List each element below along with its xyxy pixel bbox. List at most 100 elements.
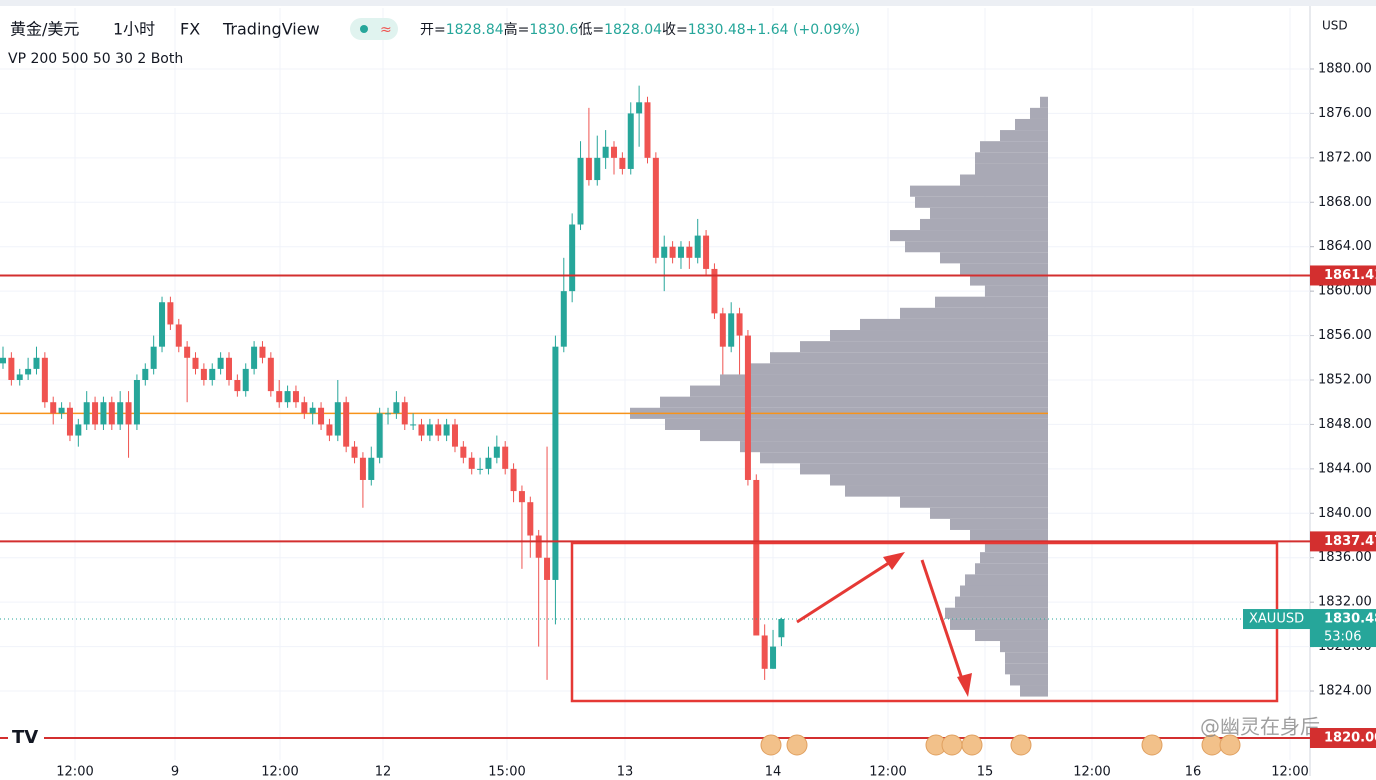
profile-bar — [1015, 118, 1048, 131]
candle-body — [267, 357, 274, 392]
y-tick-label: 1868.00 — [1318, 195, 1372, 210]
profile-bar — [1020, 685, 1048, 697]
candle-body — [167, 302, 174, 325]
candle-body — [309, 407, 316, 414]
profile-bar — [800, 341, 1048, 353]
candle-body — [753, 479, 760, 636]
x-tick-label: 12:00 — [261, 765, 298, 777]
profile-bar — [830, 474, 1048, 486]
candle-body — [117, 402, 124, 425]
profile-bar — [1040, 96, 1048, 108]
candle-body — [636, 102, 643, 114]
profile-bar — [930, 507, 1048, 519]
candle-body — [594, 157, 601, 181]
ohlc-value: 1828.84 — [446, 22, 504, 38]
level-tag — [1310, 531, 1376, 552]
candle-body — [585, 157, 592, 181]
candle-body — [535, 535, 542, 558]
profile-bar — [770, 352, 1048, 364]
candle-body — [150, 346, 157, 369]
ohlc-value: 1830.48 — [688, 22, 746, 38]
profile-bar — [975, 629, 1048, 642]
candle-body — [217, 357, 224, 369]
candle-body — [527, 502, 534, 536]
ohlc-key: 高= — [504, 21, 530, 38]
candle-body — [41, 357, 48, 403]
symbol-label: XAUUSD — [1249, 612, 1304, 627]
currency[interactable]: USD — [1322, 19, 1348, 33]
candle-body — [552, 346, 559, 580]
profile-bar — [985, 541, 1048, 553]
candle-body — [100, 402, 107, 425]
candle-body — [686, 246, 693, 258]
candle-body — [460, 446, 467, 458]
candle-body — [560, 291, 567, 347]
interval: 1小时 — [113, 20, 155, 39]
candle-body — [544, 557, 551, 580]
candle-body — [694, 235, 701, 258]
candle-body — [343, 402, 350, 447]
candle-body — [276, 391, 283, 403]
candle-body — [711, 268, 718, 314]
profile-bar — [940, 252, 1048, 264]
y-tick-label: 1872.00 — [1318, 150, 1372, 165]
profile-bar — [890, 230, 1048, 242]
candle-body — [477, 468, 484, 470]
plot — [0, 8, 1310, 760]
x-tick-label: 15 — [977, 765, 994, 777]
profile-bar — [1005, 663, 1048, 675]
profile-bar — [970, 529, 1048, 542]
candle-body — [627, 113, 634, 169]
candle-body — [359, 457, 366, 480]
x-tick-label: 15:00 — [488, 765, 525, 777]
ohlc-value: 1830.6 — [529, 22, 578, 38]
profile-bar — [935, 296, 1048, 308]
candle-body — [50, 402, 57, 414]
y-tick-label: 1852.00 — [1318, 373, 1372, 388]
candle-body — [242, 368, 249, 392]
candle-body — [334, 402, 341, 436]
x-tick-label: 16 — [1185, 765, 1202, 777]
candle-body — [611, 146, 618, 158]
candle-body — [192, 357, 199, 369]
candle-body — [736, 313, 743, 336]
profile-bar — [1000, 641, 1048, 653]
candle-body — [200, 368, 207, 381]
profile-bar — [955, 596, 1048, 608]
y-tick-label: 1832.00 — [1318, 595, 1372, 610]
candle-body — [25, 368, 32, 375]
candle-body — [744, 335, 751, 480]
x-tick-label: 12:00 — [56, 765, 93, 777]
candle-body — [510, 468, 517, 492]
profile-bar — [980, 141, 1048, 153]
ohlc-line: 开=1828.84高=1830.6低=1828.04收=1830.48+1.64… — [420, 21, 860, 38]
profile-bar — [660, 396, 1048, 408]
candle-body — [669, 246, 676, 258]
x-tick-label: 12:00 — [1073, 765, 1110, 777]
candle-body — [209, 368, 216, 381]
candle-body — [0, 357, 6, 364]
ohlc-key: 收= — [662, 22, 688, 38]
candle-body — [351, 446, 358, 458]
candle-body — [644, 102, 651, 158]
status-dot — [360, 25, 368, 33]
candle-body — [719, 313, 726, 347]
status-badge[interactable] — [350, 18, 398, 40]
profile-bar — [920, 218, 1048, 231]
x-tick-label: 12 — [375, 765, 392, 777]
countdown: 53:06 — [1324, 630, 1361, 645]
profile-bar — [950, 618, 1048, 630]
top-bar — [0, 0, 1376, 6]
candle-body — [368, 457, 375, 480]
candle-body — [418, 424, 425, 436]
arrow-down — [920, 559, 966, 686]
ohlc-header: 开=1828.84高=1830.6低=1828.04收=1830.48+1.64… — [420, 21, 860, 38]
level-label: 1861.41 — [1324, 268, 1376, 283]
ohlc-key: 开= — [420, 22, 446, 38]
arrow-up — [796, 557, 896, 624]
profile-bar — [800, 463, 1048, 475]
candle-body — [652, 157, 659, 258]
profile-bar — [845, 485, 1048, 497]
candle-body — [451, 424, 458, 447]
